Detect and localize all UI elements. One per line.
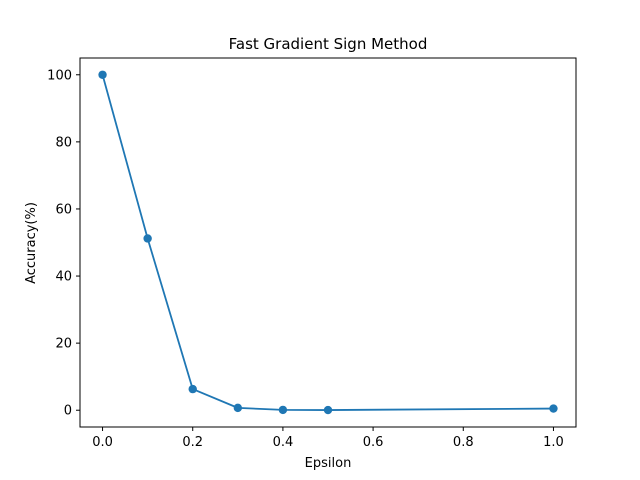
y-tick-label: 20 xyxy=(55,337,72,352)
data-point-marker xyxy=(549,404,558,413)
x-tick-label: 0.4 xyxy=(273,435,294,450)
x-tick-label: 1.0 xyxy=(543,435,564,450)
y-axis-label: Accuracy(%) xyxy=(24,202,39,284)
x-tick-label: 0.6 xyxy=(363,435,384,450)
data-point-marker xyxy=(278,405,288,415)
series-layer xyxy=(98,70,558,415)
y-axis-ticks: 0 20 40 60 80 100 xyxy=(47,68,80,419)
y-tick-label: 0 xyxy=(64,404,72,419)
data-point-marker xyxy=(143,234,152,243)
y-tick-label: 80 xyxy=(55,135,72,150)
x-tick-label: 0.8 xyxy=(453,435,474,450)
data-point-marker xyxy=(323,405,333,415)
chart-title: Fast Gradient Sign Method xyxy=(229,35,428,53)
data-point-marker xyxy=(98,70,107,79)
y-tick-label: 40 xyxy=(55,270,72,285)
data-point-marker xyxy=(188,384,197,394)
y-tick-label: 60 xyxy=(55,202,72,217)
x-axis-ticks: 0.0 0.2 0.4 0.6 0.8 1.0 xyxy=(92,427,564,450)
data-point-marker xyxy=(233,403,243,413)
plot-area-frame xyxy=(79,57,577,428)
x-tick-label: 0.0 xyxy=(92,435,113,450)
x-axis-label: Epsilon xyxy=(305,456,352,471)
y-tick-label: 100 xyxy=(47,68,72,83)
x-tick-label: 0.2 xyxy=(182,435,203,450)
